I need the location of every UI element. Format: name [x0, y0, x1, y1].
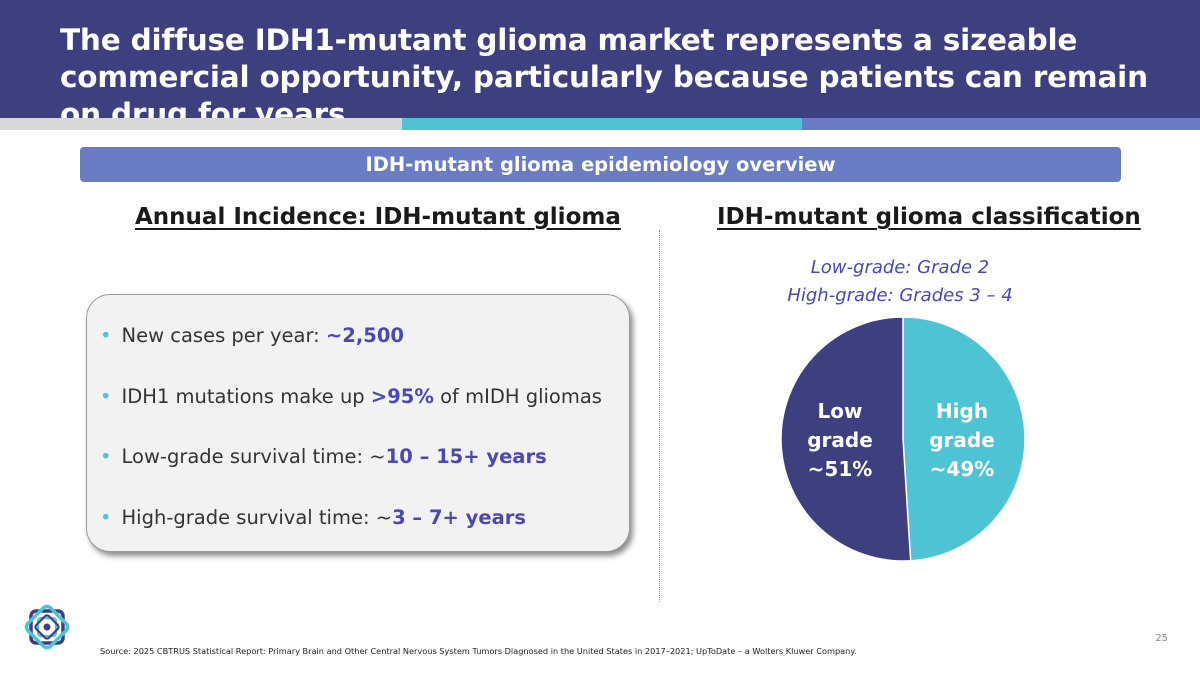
grade-pie-chart: [780, 316, 1026, 562]
source-footnote: Source: 2025 CBTRUS Statistical Report: …: [100, 646, 857, 656]
pie-slice-high-grade: [902, 316, 1026, 562]
classification-low-grade: Low-grade: Grade 2: [810, 257, 990, 278]
incidence-heading: Annual Incidence: IDH-mutant glioma: [135, 204, 621, 230]
title-bar: The diffuse IDH1-mutant glioma market re…: [0, 0, 1200, 131]
bullet-dot: •: [100, 445, 112, 468]
bullet-high-grade-survival: • High-grade survival time: ~3 – 7+ years: [100, 506, 526, 529]
bullet-dot: •: [100, 385, 112, 408]
bullet-new-cases: • New cases per year: ~2,500: [100, 324, 404, 347]
pie-label-low-grade: Low grade ~51%: [807, 399, 873, 481]
accent-stripe-blue: [802, 118, 1200, 130]
bullet-dot: •: [100, 324, 112, 347]
slide-title: The diffuse IDH1-mutant glioma market re…: [60, 23, 1148, 131]
bullet-dot: •: [100, 506, 112, 529]
pie-slice-low-grade: [780, 316, 912, 562]
section-banner: IDH-mutant glioma epidemiology overview: [80, 147, 1121, 182]
bullet-low-grade-survival: • Low-grade survival time: ~10 – 15+ year…: [100, 445, 547, 468]
pie-label-high-grade: High grade ~49%: [929, 399, 995, 481]
incidence-box: [86, 294, 630, 552]
company-logo-icon: [24, 604, 70, 650]
classification-high-grade: High-grade: Grades 3 – 4: [787, 285, 1013, 306]
accent-stripe-gray: [0, 118, 402, 130]
classification-heading: IDH-mutant glioma classification: [717, 204, 1141, 230]
bullet-idh1-share: • IDH1 mutations make up >95% of mIDH gli…: [100, 385, 602, 408]
page-number: 25: [1155, 633, 1168, 644]
accent-stripe-teal: [402, 118, 802, 130]
column-divider: [659, 230, 660, 602]
